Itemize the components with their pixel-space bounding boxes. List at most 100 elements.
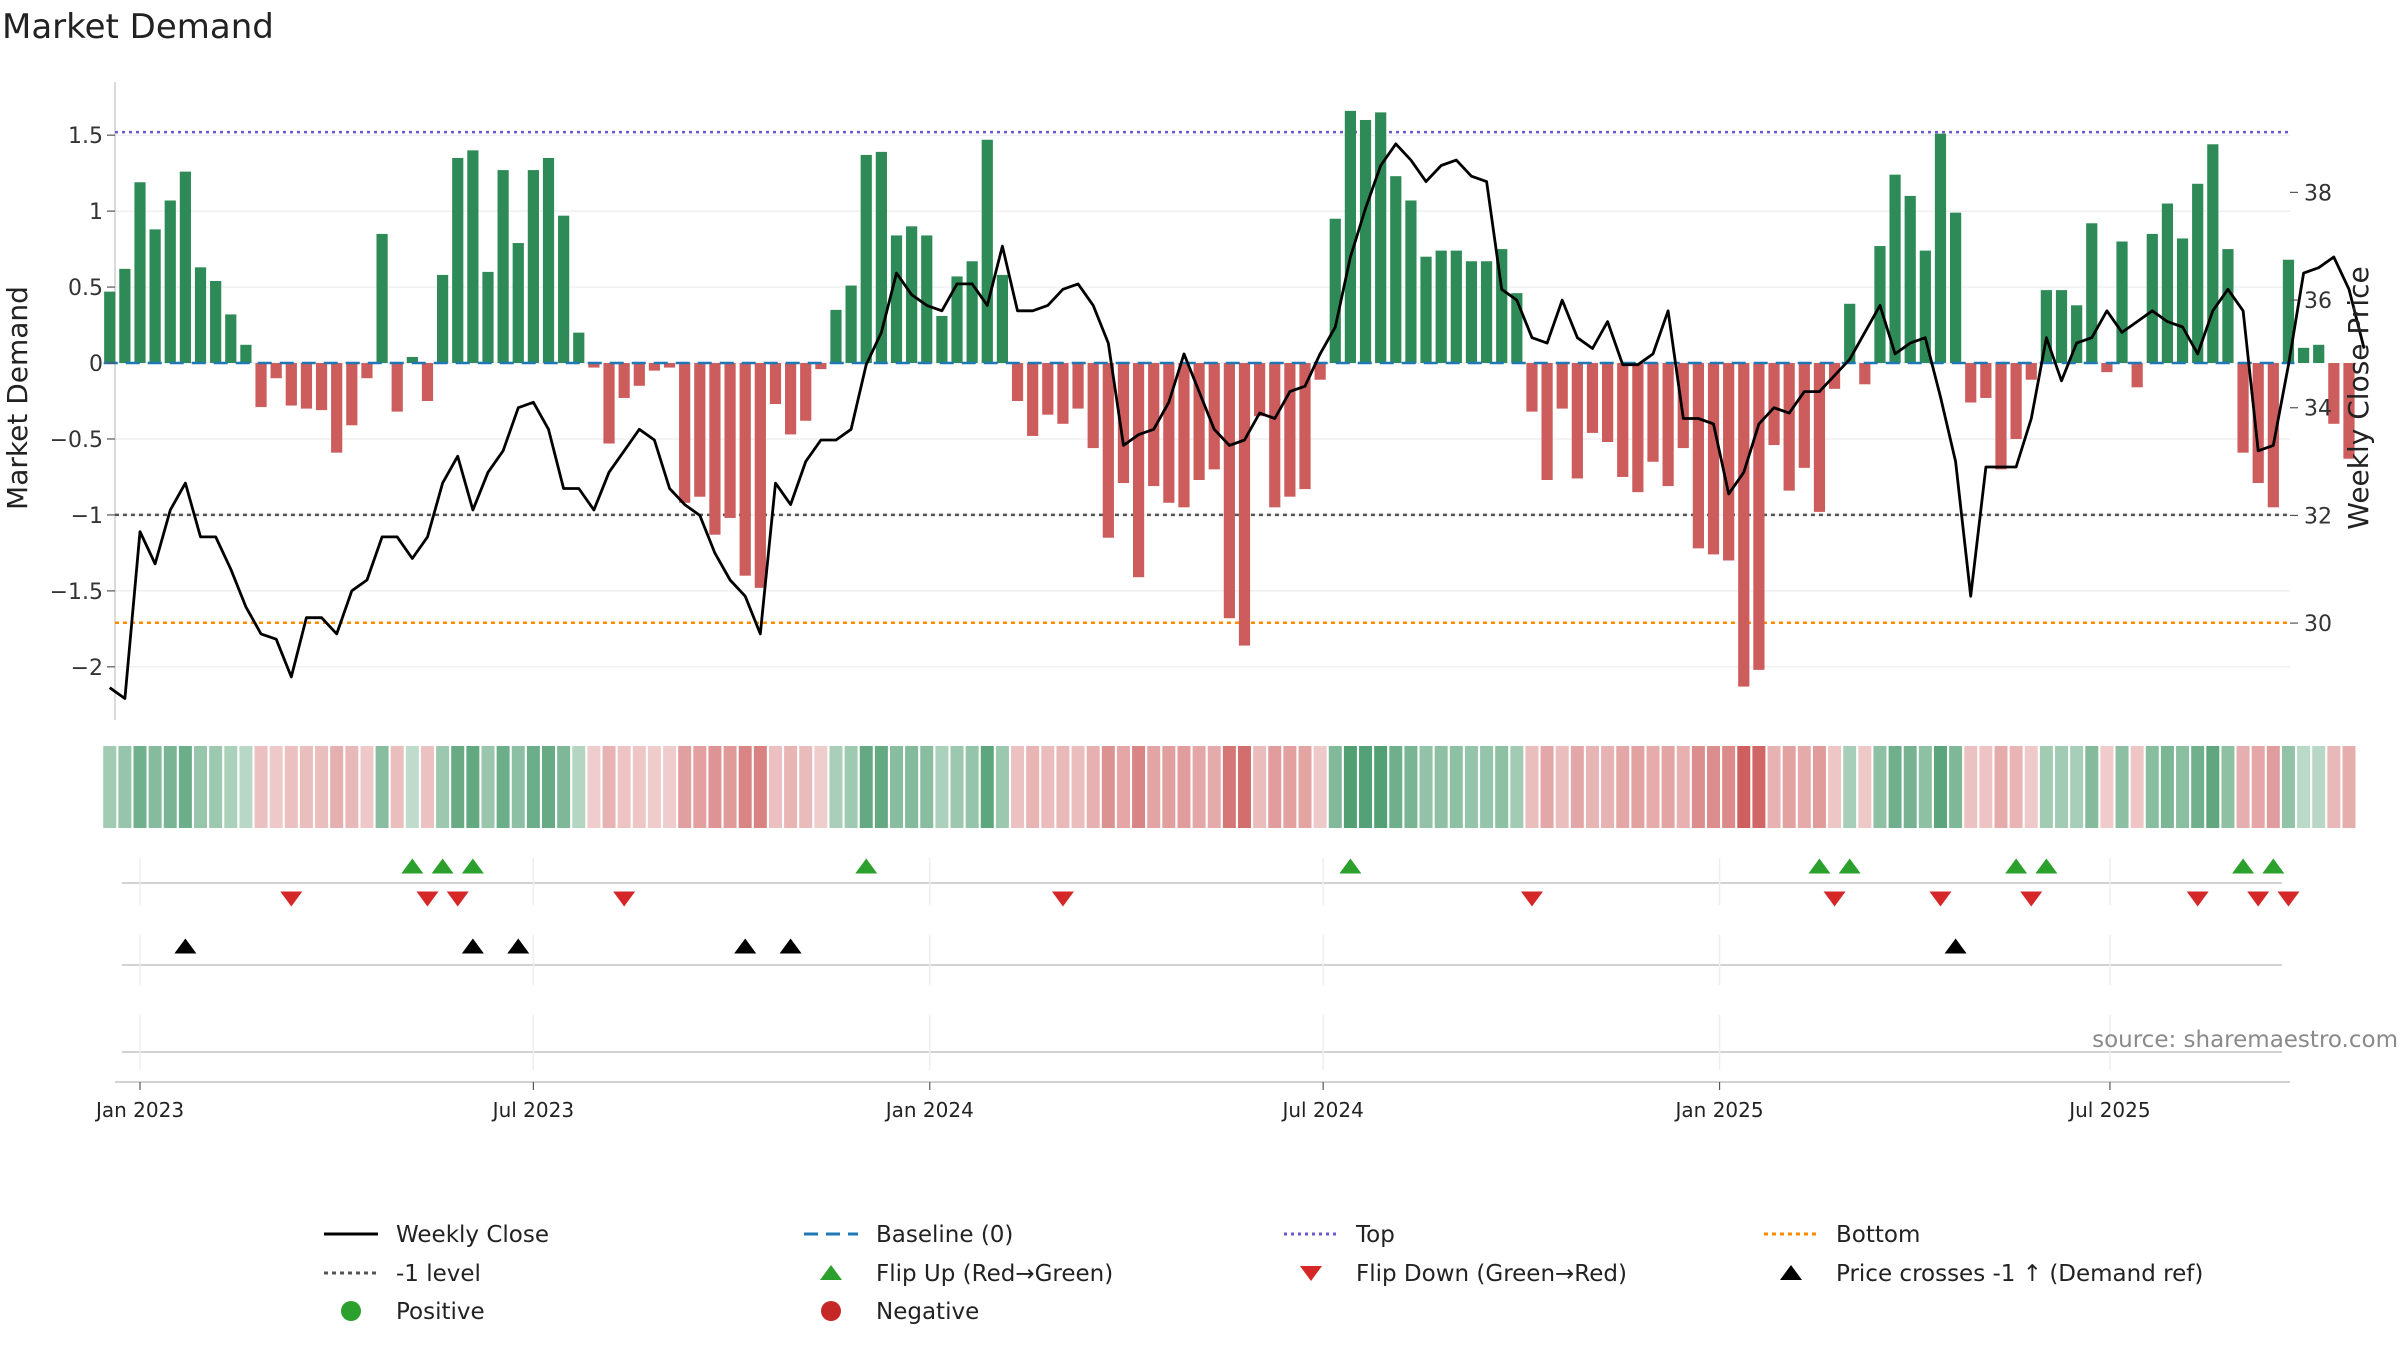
heat-cell (1237, 746, 1251, 828)
right-axis-ticks: 38 36 34 32 30 (2290, 181, 2332, 637)
heat-cell (269, 746, 283, 828)
demand-bar (1632, 363, 1644, 493)
heat-cell (844, 746, 858, 828)
demand-bar (1450, 250, 1462, 364)
demand-bar (1375, 112, 1387, 364)
demand-bar (996, 274, 1009, 364)
demand-bar (164, 200, 176, 364)
demand-bar (2146, 233, 2158, 364)
heat-cell (420, 746, 434, 828)
heat-cell (1434, 746, 1448, 828)
flip-down-marker (2247, 891, 2270, 907)
demand-bar (1284, 363, 1296, 497)
demand-bar (830, 309, 842, 364)
y2-axis-label: Weekly Close Price (2342, 266, 2375, 529)
heat-cell (1616, 746, 1630, 828)
heat-cell (2024, 746, 2038, 828)
heat-cell (2055, 746, 2069, 828)
demand-bar (1934, 133, 1947, 364)
left-axis-ticks: 1.5 1 0.5 0 −0.5 −1 −1.5 −2 (50, 124, 115, 681)
heat-cell (859, 746, 873, 828)
legend-swatch-flipup (820, 1265, 842, 1280)
demand-bar (2328, 363, 2340, 424)
heat-cell (254, 746, 268, 828)
y2-tick-label-0: 38 (2304, 181, 2332, 206)
y-tick-label-3: 0 (89, 352, 103, 377)
heat-cell (1933, 746, 1947, 828)
demand-bar (1783, 363, 1795, 491)
legend-swatch-positive (341, 1301, 361, 1321)
heat-cell (1812, 746, 1826, 828)
demand-bar (2343, 363, 2355, 459)
flip-down-marker (416, 891, 439, 907)
y-tick-label-5: −1 (71, 504, 103, 529)
demand-bar (1102, 363, 1114, 538)
demand-bar (2025, 363, 2037, 380)
heat-cell (905, 746, 919, 828)
heat-cell (587, 746, 601, 828)
demand-bar (210, 280, 222, 364)
heat-cell (118, 746, 132, 828)
heat-cell (496, 746, 510, 828)
heat-cell (224, 746, 238, 828)
demand-bar (1390, 176, 1402, 364)
demand-bar (1117, 363, 1130, 484)
heat-cell (1359, 746, 1373, 828)
demand-bar (951, 276, 963, 364)
heat-cell (2266, 746, 2280, 828)
heat-cell (194, 746, 208, 828)
demand-bar (1617, 363, 1629, 477)
demand-bar (860, 154, 872, 364)
demand-bar (1980, 363, 1992, 398)
demand-bar (2131, 363, 2143, 388)
demand-bar (1677, 363, 1689, 449)
legend-swatch-negative (821, 1301, 841, 1321)
heat-cell (1949, 746, 1963, 828)
demand-bar (346, 363, 358, 426)
demand-bar (482, 271, 494, 364)
y2-tick-label-2: 34 (2304, 397, 2332, 422)
legend-item-positive: Positive (341, 1299, 485, 1325)
demand-bar (1072, 363, 1084, 409)
demand-bar (542, 157, 555, 364)
demand-bar (2161, 203, 2174, 364)
demand-bar (815, 363, 827, 370)
demand-bar (588, 363, 600, 368)
weekly-close-line (108, 142, 2366, 700)
heat-cell (1555, 746, 1569, 828)
demand-bar (618, 363, 630, 398)
demand-bar (1496, 249, 1508, 364)
demand-bar (1299, 363, 1311, 490)
heat-cell (1011, 746, 1025, 828)
demand-bar (1148, 363, 1160, 487)
demand-bar (512, 243, 524, 364)
demand-bar (890, 235, 903, 364)
demand-bar (2252, 363, 2264, 484)
flip-up-marker (401, 858, 424, 874)
demand-heat-strip (103, 746, 2356, 828)
heat-cell (1979, 746, 1993, 828)
heat-cell (2100, 746, 2114, 828)
heat-cell (1525, 746, 1539, 828)
price-cross-marker (174, 938, 197, 954)
demand-bar (421, 363, 434, 401)
flip-up-marker (855, 858, 878, 874)
demand-bar (104, 291, 116, 364)
heat-cell (2297, 746, 2311, 828)
demand-bar (179, 171, 191, 364)
legend-label-bottom: Bottom (1836, 1222, 1920, 1248)
demand-bar (1027, 363, 1039, 436)
legend-label-positive: Positive (396, 1299, 485, 1325)
demand-bar (694, 363, 706, 497)
heat-cell (511, 746, 525, 828)
demand-bar (1844, 303, 1856, 364)
heat-cell (2191, 746, 2205, 828)
y2-tick-label-4: 30 (2304, 612, 2332, 637)
heat-cell (2281, 746, 2295, 828)
heat-cell (2327, 746, 2341, 828)
heat-cell (163, 746, 177, 828)
y-tick-label-6: −1.5 (50, 580, 103, 605)
demand-bar (1526, 363, 1538, 412)
demand-bar (1768, 363, 1780, 446)
demand-bar (1132, 363, 1145, 578)
